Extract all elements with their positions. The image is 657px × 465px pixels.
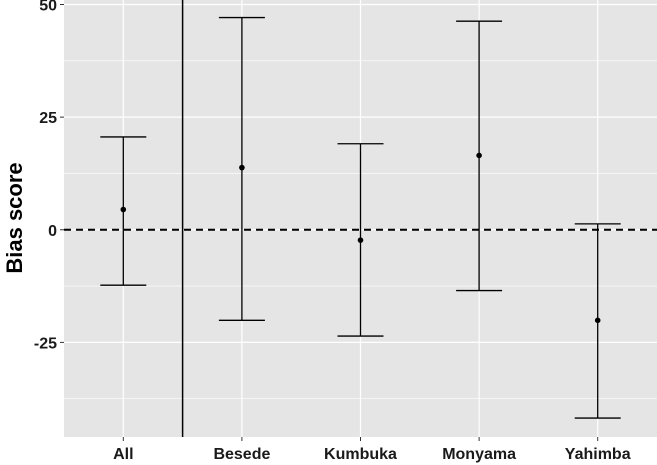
y-axis: 50 25 0 -25 bbox=[34, 0, 64, 352]
errorbar bbox=[574, 223, 621, 419]
errorbar bbox=[456, 20, 503, 292]
y-axis-title: Bias score bbox=[2, 162, 27, 273]
x-tick-label: All bbox=[113, 446, 133, 463]
point-estimate bbox=[120, 206, 127, 213]
x-tick-label: Kumbuka bbox=[324, 446, 397, 463]
point-estimate bbox=[239, 164, 245, 171]
point-estimate bbox=[594, 317, 601, 324]
y-tick-label: 25 bbox=[39, 110, 57, 127]
errorbar bbox=[337, 143, 384, 337]
x-tick-label: Besede bbox=[213, 446, 270, 463]
errorbar bbox=[218, 16, 265, 321]
y-tick-label: -25 bbox=[34, 335, 57, 352]
errorbar bbox=[100, 136, 147, 286]
x-axis: All Besede Kumbuka Monyama Yahimba bbox=[113, 437, 631, 463]
point-estimate bbox=[476, 152, 482, 159]
y-tick-label: 0 bbox=[48, 223, 57, 240]
x-tick-label: Yahimba bbox=[565, 446, 631, 463]
point-estimate bbox=[357, 237, 364, 243]
errorbars bbox=[100, 16, 621, 419]
y-tick-label: 50 bbox=[39, 0, 57, 15]
x-tick-label: Monyama bbox=[442, 446, 516, 463]
